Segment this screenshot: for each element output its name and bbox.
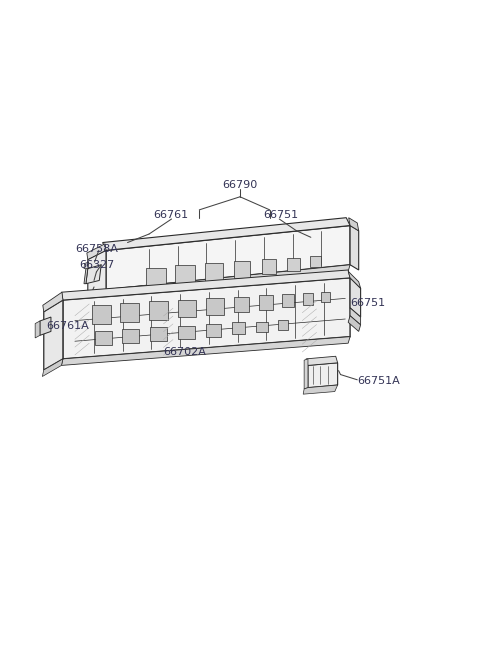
- Polygon shape: [234, 261, 250, 278]
- Polygon shape: [43, 292, 63, 312]
- Polygon shape: [44, 300, 63, 370]
- Polygon shape: [63, 278, 350, 359]
- Polygon shape: [146, 268, 166, 288]
- Polygon shape: [303, 293, 313, 305]
- Polygon shape: [122, 329, 140, 343]
- Text: 66702A: 66702A: [164, 347, 206, 358]
- Text: 66751A: 66751A: [357, 376, 400, 386]
- Text: 66751: 66751: [263, 210, 298, 220]
- Polygon shape: [149, 301, 168, 320]
- Polygon shape: [120, 303, 140, 322]
- Text: 66751: 66751: [350, 298, 385, 309]
- Polygon shape: [61, 270, 350, 300]
- Polygon shape: [205, 324, 221, 337]
- Polygon shape: [95, 331, 112, 345]
- Polygon shape: [106, 225, 350, 290]
- Polygon shape: [282, 294, 294, 307]
- Polygon shape: [308, 363, 337, 388]
- Polygon shape: [321, 291, 329, 302]
- Polygon shape: [178, 300, 196, 317]
- Polygon shape: [348, 217, 359, 231]
- Polygon shape: [84, 262, 89, 269]
- Polygon shape: [150, 327, 167, 341]
- Polygon shape: [350, 225, 359, 270]
- Text: 66790: 66790: [222, 180, 258, 190]
- Polygon shape: [42, 359, 63, 377]
- Polygon shape: [84, 269, 88, 284]
- Polygon shape: [204, 263, 223, 282]
- Polygon shape: [87, 295, 92, 305]
- Polygon shape: [206, 298, 224, 315]
- Polygon shape: [35, 321, 40, 338]
- Polygon shape: [92, 305, 111, 324]
- Polygon shape: [234, 297, 249, 312]
- Polygon shape: [175, 265, 195, 285]
- Text: 66327: 66327: [80, 260, 115, 270]
- Polygon shape: [303, 385, 337, 394]
- Polygon shape: [88, 250, 106, 298]
- Polygon shape: [87, 244, 106, 259]
- Polygon shape: [278, 320, 288, 329]
- Polygon shape: [259, 295, 273, 310]
- Polygon shape: [256, 322, 268, 332]
- Text: 66761A: 66761A: [46, 321, 89, 331]
- Text: 66761: 66761: [153, 210, 188, 220]
- Polygon shape: [262, 259, 276, 274]
- Polygon shape: [232, 322, 245, 334]
- Polygon shape: [348, 271, 360, 288]
- Polygon shape: [348, 316, 360, 331]
- Polygon shape: [311, 255, 321, 267]
- Polygon shape: [103, 217, 350, 250]
- Polygon shape: [105, 265, 350, 296]
- Polygon shape: [86, 265, 101, 284]
- Polygon shape: [350, 278, 360, 317]
- Polygon shape: [288, 257, 300, 271]
- Polygon shape: [178, 326, 194, 339]
- Text: 66758A: 66758A: [75, 244, 118, 254]
- Polygon shape: [40, 317, 51, 335]
- Polygon shape: [306, 356, 337, 365]
- Polygon shape: [304, 359, 308, 389]
- Polygon shape: [61, 337, 350, 365]
- Polygon shape: [350, 308, 360, 325]
